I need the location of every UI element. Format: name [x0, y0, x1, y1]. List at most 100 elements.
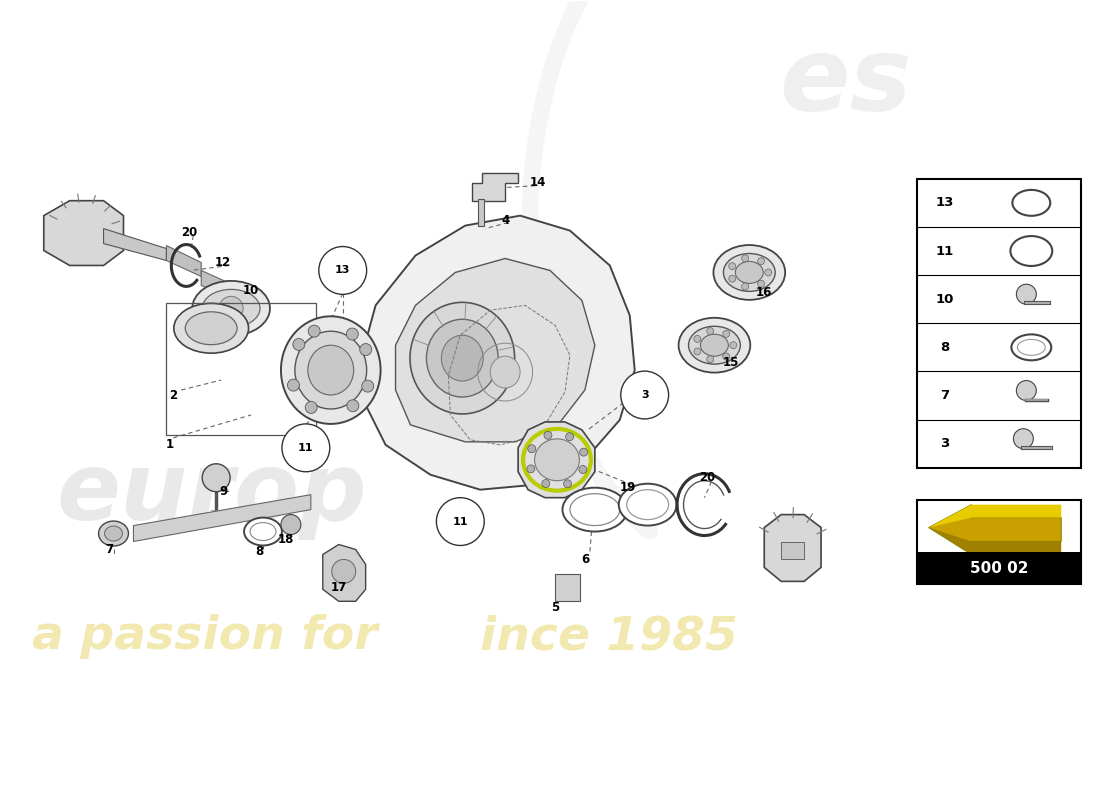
Ellipse shape — [308, 345, 354, 395]
Polygon shape — [44, 201, 123, 266]
Text: ince 1985: ince 1985 — [481, 614, 738, 659]
Text: 1: 1 — [165, 438, 174, 451]
Polygon shape — [361, 216, 635, 490]
Circle shape — [360, 343, 372, 355]
Ellipse shape — [410, 302, 515, 414]
Text: 10: 10 — [243, 284, 260, 297]
Circle shape — [1016, 381, 1036, 401]
Polygon shape — [764, 514, 821, 582]
Text: europ: europ — [57, 447, 367, 539]
Ellipse shape — [202, 290, 260, 327]
Circle shape — [723, 330, 729, 338]
Polygon shape — [201, 270, 241, 302]
Text: 5: 5 — [551, 601, 559, 614]
Ellipse shape — [535, 439, 580, 481]
Text: 11: 11 — [452, 517, 469, 526]
Circle shape — [319, 246, 366, 294]
Ellipse shape — [491, 356, 520, 388]
Bar — [166, 303, 316, 435]
Circle shape — [308, 325, 320, 337]
Bar — [916, 178, 1081, 468]
Text: 16: 16 — [756, 286, 772, 299]
Text: 500 02: 500 02 — [970, 561, 1028, 576]
Circle shape — [723, 353, 729, 360]
Circle shape — [764, 269, 772, 276]
Ellipse shape — [714, 245, 785, 300]
Bar — [916, 553, 1081, 584]
Circle shape — [563, 480, 572, 488]
Circle shape — [706, 356, 714, 362]
Circle shape — [729, 262, 736, 270]
Ellipse shape — [427, 319, 498, 397]
Text: 2: 2 — [169, 389, 177, 402]
Circle shape — [579, 466, 586, 474]
Circle shape — [730, 342, 737, 349]
Ellipse shape — [1018, 339, 1045, 355]
Circle shape — [346, 328, 359, 340]
Ellipse shape — [185, 312, 238, 345]
Circle shape — [437, 498, 484, 546]
Ellipse shape — [570, 494, 619, 526]
Circle shape — [544, 431, 552, 439]
Ellipse shape — [104, 526, 122, 541]
Ellipse shape — [619, 484, 676, 526]
Polygon shape — [518, 422, 595, 498]
Text: 20: 20 — [700, 471, 716, 484]
Circle shape — [287, 379, 299, 391]
Text: 8: 8 — [940, 341, 949, 354]
Text: 13: 13 — [336, 266, 351, 275]
Text: 11: 11 — [298, 443, 314, 453]
Polygon shape — [166, 246, 201, 277]
Ellipse shape — [1011, 334, 1052, 360]
Text: 7: 7 — [940, 389, 949, 402]
Circle shape — [758, 280, 764, 287]
Polygon shape — [472, 173, 518, 201]
Circle shape — [542, 479, 550, 487]
Text: 6: 6 — [581, 553, 589, 566]
Polygon shape — [322, 545, 365, 602]
Polygon shape — [928, 505, 1062, 554]
Text: 13: 13 — [935, 196, 954, 210]
Circle shape — [758, 258, 764, 265]
Ellipse shape — [562, 488, 627, 531]
Polygon shape — [556, 574, 580, 602]
Polygon shape — [478, 198, 484, 226]
Text: 4: 4 — [500, 214, 509, 227]
Text: 20: 20 — [182, 226, 197, 239]
Ellipse shape — [244, 518, 282, 546]
Text: es: es — [779, 32, 912, 133]
Circle shape — [1013, 429, 1033, 449]
Text: 11: 11 — [935, 245, 954, 258]
Circle shape — [620, 371, 669, 419]
Circle shape — [580, 448, 587, 456]
Circle shape — [527, 465, 535, 473]
Circle shape — [219, 296, 243, 320]
Text: a passion for: a passion for — [32, 614, 377, 659]
Ellipse shape — [736, 262, 763, 283]
Polygon shape — [396, 258, 595, 442]
Circle shape — [741, 283, 749, 290]
Text: 12: 12 — [214, 256, 231, 269]
Circle shape — [729, 275, 736, 282]
Bar — [916, 500, 1081, 584]
Ellipse shape — [295, 331, 366, 409]
Text: 9: 9 — [219, 485, 228, 498]
Ellipse shape — [174, 303, 249, 353]
Text: 19: 19 — [619, 481, 636, 494]
Text: 10: 10 — [935, 293, 954, 306]
Circle shape — [706, 328, 714, 334]
Circle shape — [694, 348, 701, 355]
Ellipse shape — [250, 522, 276, 541]
Polygon shape — [928, 505, 1062, 527]
Circle shape — [741, 255, 749, 262]
Ellipse shape — [99, 521, 129, 546]
Text: 17: 17 — [331, 581, 346, 594]
Ellipse shape — [441, 335, 483, 381]
Text: 7: 7 — [106, 543, 113, 556]
Polygon shape — [133, 494, 311, 542]
Circle shape — [282, 424, 330, 472]
Polygon shape — [781, 542, 804, 559]
Polygon shape — [103, 229, 166, 261]
Ellipse shape — [280, 316, 381, 424]
Circle shape — [565, 433, 573, 441]
